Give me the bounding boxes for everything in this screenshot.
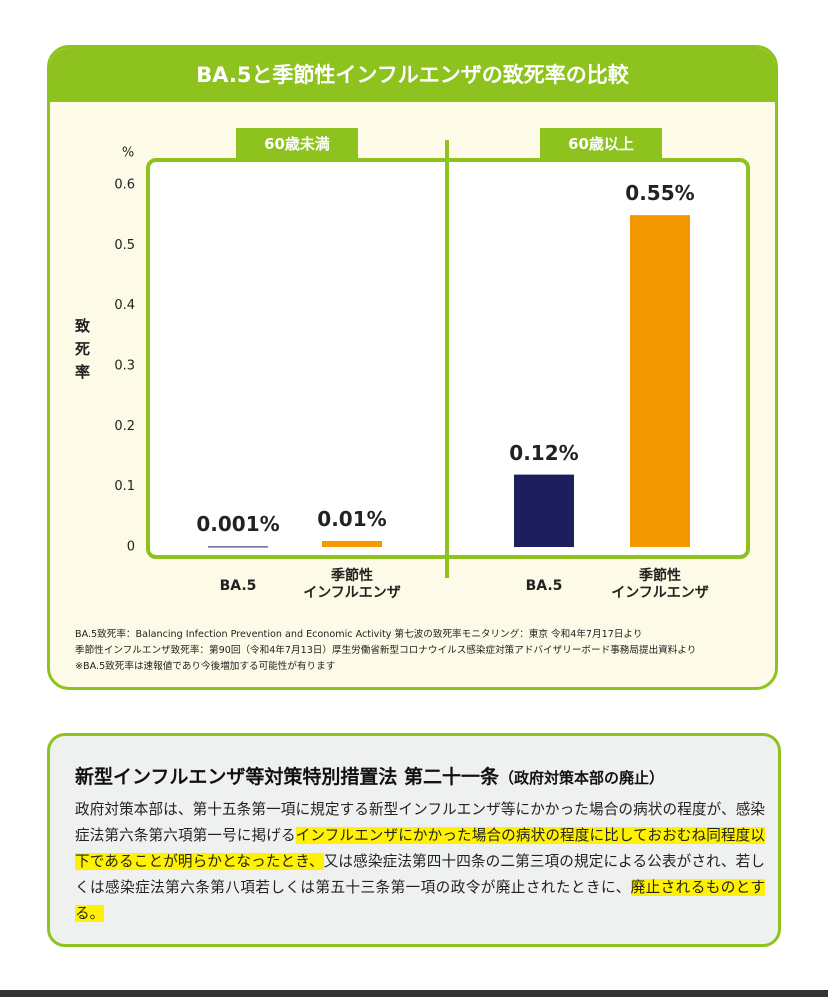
y-tick-label: 0.4 <box>114 298 135 313</box>
category-label: 季節性 インフルエンザ <box>303 568 401 601</box>
footnote: 季節性インフルエンザ致死率：第90回（令和4年7月13日）厚生労働省新型コロナウ… <box>75 645 697 656</box>
bar <box>630 215 690 547</box>
bar <box>322 540 382 547</box>
bar <box>208 546 268 548</box>
law-title-text: 新型インフルエンザ等対策特別措置法 第二十一条 <box>75 766 500 788</box>
law-text: 政府対策本部は、第十五条第一項に規定する新型インフルエンザ等にかかった場合の病状… <box>75 797 765 927</box>
value-label: 0.12% <box>509 440 579 465</box>
chart-title: BA.5と季節性インフルエンザの致死率の比較 <box>50 48 775 102</box>
y-tick-label: 0.3 <box>114 359 135 374</box>
chart: % 0 0.1 0.2 0.3 0.4 0.5 0.6 <box>114 140 750 578</box>
group-label: 60歳未満 <box>236 128 358 160</box>
category-label: 季節性 インフルエンザ <box>611 568 709 601</box>
y-tick-label: 0.6 <box>114 178 135 193</box>
y-tick-label: 0.2 <box>114 419 135 434</box>
y-tick-label: 0.1 <box>114 479 135 494</box>
y-unit: % <box>122 146 134 161</box>
law-segment: 又は感染症法第四十四条の二第三項の規定による公表がされ、若しくは感染症法第六条第… <box>75 853 765 896</box>
category-label: BA.5 <box>525 578 563 594</box>
y-tick-label: 0.5 <box>114 238 135 253</box>
value-label: 0.55% <box>625 181 695 206</box>
group-label: 60歳以上 <box>540 128 662 160</box>
law-segment: 政府対策本部は、第十五条第一項に規定する新型インフルエンザ等にかかった場合の病状… <box>75 801 765 844</box>
value-label: 0.001% <box>196 512 280 537</box>
y-tick-label: 0 <box>127 540 135 555</box>
bottom-bar <box>0 990 828 997</box>
law-subtitle: （政府対策本部の廃止） <box>499 769 665 787</box>
value-label: 0.01% <box>317 506 387 531</box>
category-label: BA.5 <box>219 578 257 594</box>
footnote: BA.5致死率：Balancing Infection Prevention a… <box>75 629 643 640</box>
bar <box>514 474 574 547</box>
y-axis-label: 致死率 <box>73 318 91 387</box>
footnote: ※BA.5致死率は速報値であり今後増加する可能性が有ります <box>75 661 336 672</box>
law-title: 新型インフルエンザ等対策特別措置法 第二十一条（政府対策本部の廃止） <box>75 762 664 789</box>
